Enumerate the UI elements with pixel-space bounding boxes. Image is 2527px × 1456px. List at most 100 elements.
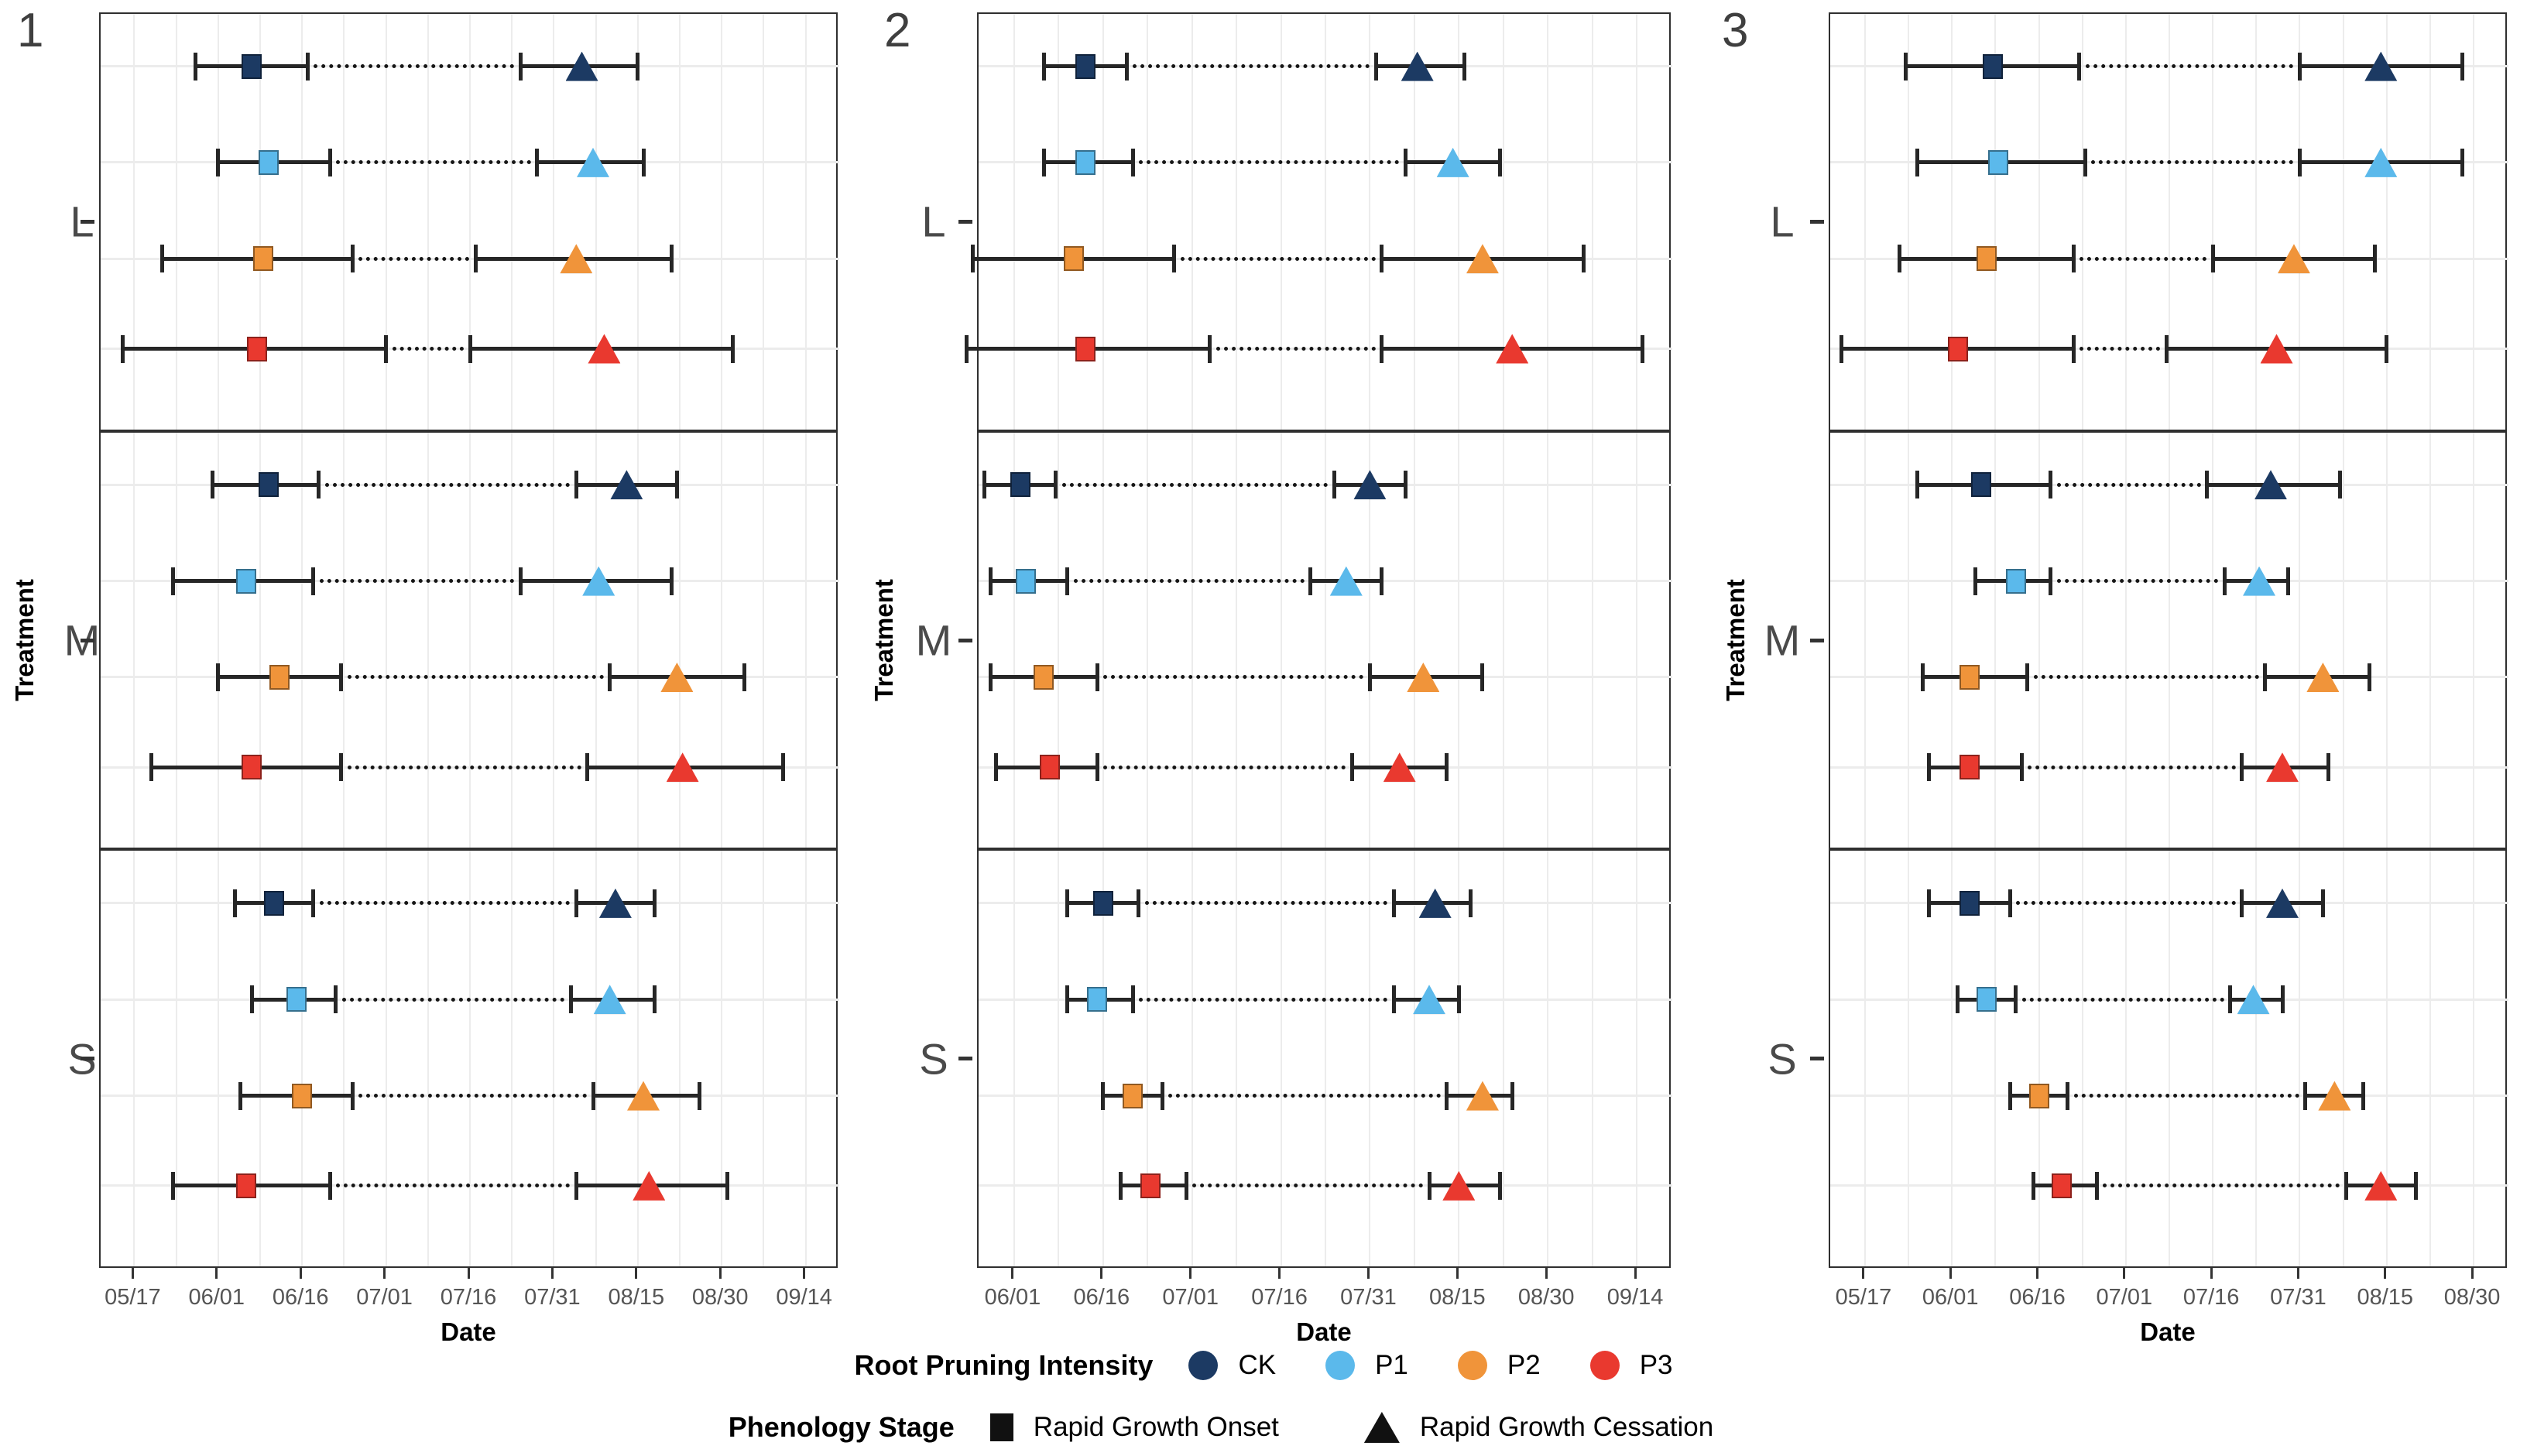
cessation-errorbar-cap (669, 567, 674, 595)
facet-panel (1829, 430, 2508, 850)
grid-vline (1994, 14, 1997, 430)
onset-square-marker (1034, 664, 1054, 690)
grid-vline (469, 14, 471, 430)
x-tick-label: 06/01 (1922, 1285, 1979, 1310)
grid-vline (1369, 432, 1371, 848)
grid-vline (763, 432, 765, 848)
cessation-errorbar-cap (1480, 663, 1485, 691)
grid-vline (1458, 14, 1460, 430)
grid-vline (511, 432, 513, 848)
grid-vline (763, 14, 765, 430)
x-tick-mark (550, 1268, 554, 1279)
cessation-errorbar-cap (674, 471, 679, 499)
grid-vline (2169, 14, 2170, 430)
grid-vline (1636, 851, 1638, 1266)
x-tick-mark (2036, 1268, 2039, 1279)
cessation-errorbar-cap (2205, 471, 2210, 499)
connector-dotted-line (2091, 160, 2294, 165)
grid-vline (301, 14, 303, 430)
x-tick-label: 09/14 (776, 1285, 832, 1310)
panel-tag: 3 (1722, 4, 1749, 57)
x-tick-label: 06/16 (272, 1285, 329, 1310)
grid-vline (2299, 851, 2301, 1266)
facet-panel (99, 12, 839, 431)
grid-vline (1502, 851, 1504, 1266)
onset-square-marker (1959, 755, 1980, 780)
connector-dotted-line (2021, 997, 2224, 1002)
grid-vline (469, 432, 471, 848)
intensity-legend-item: P1 (1325, 1350, 1408, 1381)
grid-vline (2429, 14, 2431, 430)
grid-vline (175, 851, 177, 1266)
onset-square-marker (258, 472, 279, 498)
connector-dotted-line (1168, 1094, 1441, 1098)
onset-errorbar-cap (2083, 148, 2087, 176)
grid-vline (721, 851, 723, 1266)
intensity-legend-items: CK P1 P2 P3 (1188, 1350, 1673, 1381)
onset-errorbar-cap (350, 1081, 355, 1110)
onset-errorbar-cap (1065, 889, 1070, 917)
grid-vline (1864, 851, 1866, 1266)
grid-vline (1591, 14, 1593, 430)
x-tick-mark (718, 1268, 722, 1279)
onset-errorbar-cap (1208, 334, 1212, 363)
grid-vline (385, 432, 387, 848)
cessation-errorbar-cap (2297, 148, 2302, 176)
onset-errorbar-cap (1095, 753, 1099, 782)
grid-vline (679, 14, 681, 430)
grid-vline (1058, 14, 1060, 430)
x-tick-mark (1862, 1268, 1865, 1279)
onset-square-marker (252, 246, 273, 272)
onset-errorbar-cap (334, 985, 338, 1014)
cessation-errorbar-cap (2222, 567, 2227, 595)
grid-vline (1236, 851, 1238, 1266)
onset-errorbar-cap (211, 471, 215, 499)
onset-errorbar-cap (1184, 1171, 1188, 1200)
phenology-stage-legend: Phenology Stage Rapid Growth Onset Rapid … (0, 1406, 2527, 1449)
facet-panel (965, 12, 1672, 431)
x-tick-label: 06/01 (984, 1285, 1041, 1310)
onset-errorbar-cap (1840, 334, 1844, 363)
grid-vline (2385, 432, 2388, 848)
grid-vline (1547, 851, 1549, 1266)
grid-vline (1502, 432, 1504, 848)
cessation-errorbar-cap (2164, 334, 2169, 363)
grid-vline (2124, 432, 2127, 848)
x-tick-mark (215, 1268, 218, 1279)
connector-dotted-line (2073, 1094, 2299, 1098)
onset-errorbar-cap (1130, 148, 1135, 176)
connector-dotted-line (1103, 675, 1364, 680)
onset-square-marker (247, 336, 268, 361)
cessation-errorbar-cap (2280, 985, 2285, 1014)
panel-tag: 1 (17, 4, 44, 57)
grid-vline (427, 432, 429, 848)
cessation-errorbar-cap (725, 1171, 729, 1200)
onset-square-marker (1988, 149, 2009, 175)
grid-vline (2124, 851, 2127, 1266)
grid-vline (217, 851, 219, 1266)
onset-square-marker (1087, 987, 1108, 1012)
cessation-errorbar-cap (2338, 471, 2343, 499)
grid-vline (259, 14, 261, 430)
grid-vline (1191, 851, 1193, 1266)
grid-vline (1951, 14, 1953, 430)
onset-square-marker (1063, 246, 1084, 272)
cessation-errorbar-cap (1456, 985, 1461, 1014)
cessation-errorbar-cap (2303, 1081, 2308, 1110)
onset-errorbar-cap (232, 889, 237, 917)
onset-square-marker (1123, 1083, 1143, 1108)
onset-errorbar-cap (216, 663, 221, 691)
onset-square-marker (1075, 336, 1095, 361)
facet-label: L (921, 197, 946, 246)
legend-item-label: P3 (1639, 1350, 1673, 1380)
connector-dotted-line (1180, 256, 1376, 261)
connector-dotted-line (1139, 997, 1388, 1002)
onset-errorbar-cap (1903, 52, 1908, 81)
facet-axis-tick (958, 1057, 972, 1061)
cessation-errorbar-cap (518, 567, 523, 595)
grid-vline (636, 851, 639, 1266)
connector-dotted-line (358, 1094, 587, 1098)
facet-label: M (915, 615, 952, 665)
facet-panel (99, 849, 839, 1268)
cessation-errorbar-cap (535, 148, 540, 176)
